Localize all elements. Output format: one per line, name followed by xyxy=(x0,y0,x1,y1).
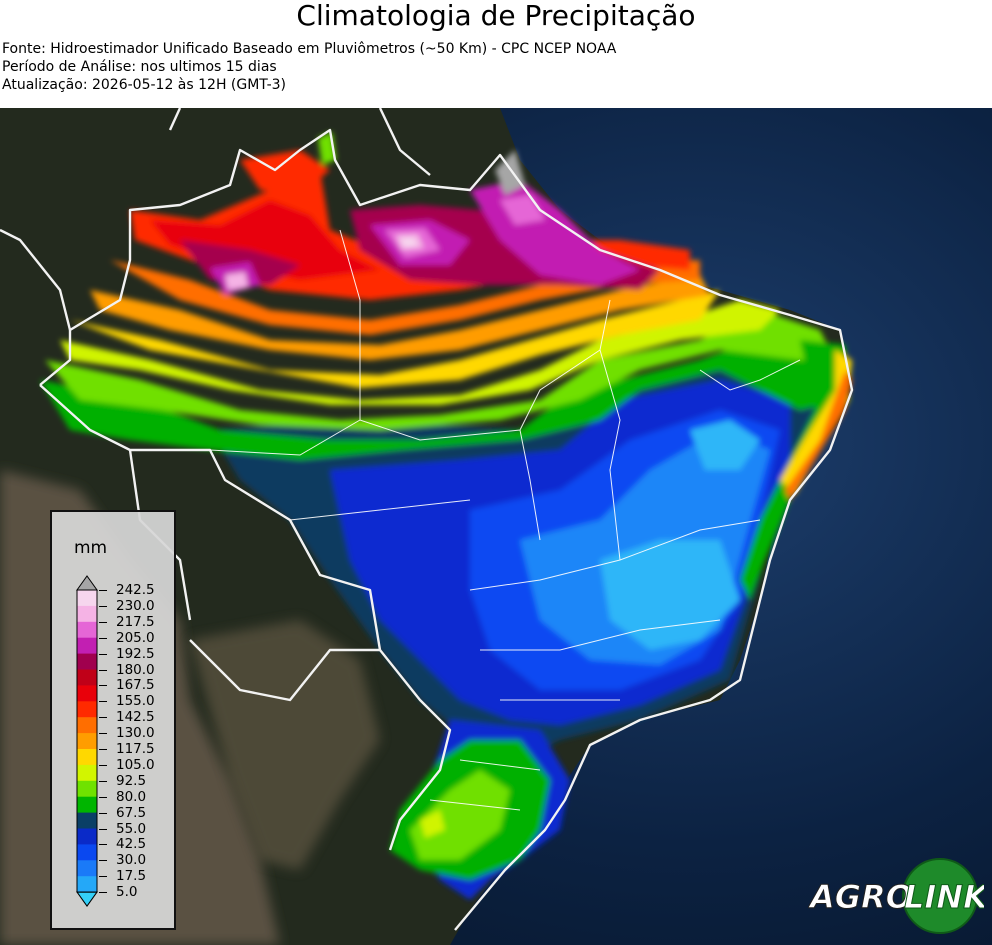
legend-tick-mark xyxy=(99,590,107,591)
legend-unit: mm xyxy=(74,538,108,558)
agrolink-logo: AGRO LINK xyxy=(808,858,984,934)
colorbar-segment xyxy=(77,764,97,782)
legend-tick-mark xyxy=(99,780,107,782)
colorbar-segment xyxy=(77,844,97,861)
colorbar-bottom-arrow xyxy=(76,891,98,907)
legend-tick-mark xyxy=(99,701,107,703)
legend-tick-mark xyxy=(99,844,107,846)
colorbar-segment xyxy=(77,780,97,798)
period-text: Período de Análise: nos ultimos 15 dias xyxy=(2,59,277,75)
legend-tick-mark xyxy=(99,812,107,814)
header: Climatologia de Precipitação Fonte: Hidr… xyxy=(0,0,992,108)
legend-tick-label: 5.0 xyxy=(116,884,138,901)
legend-tick-label: 92.5 xyxy=(116,772,147,789)
legend-tick-label: 117.5 xyxy=(116,741,155,757)
legend-tick-mark xyxy=(99,669,107,671)
colorbar-top-arrow xyxy=(76,575,98,591)
legend-tick-mark xyxy=(99,621,107,623)
logo-text-link: LINK xyxy=(904,878,984,916)
legend-tick-label: 155.0 xyxy=(116,693,155,710)
colorbar-frame xyxy=(76,589,98,893)
legend-tick-label: 130.0 xyxy=(116,725,155,742)
legend-tick-label: 30.0 xyxy=(116,852,147,869)
legend-tick-mark xyxy=(99,860,107,862)
legend-tick-label: 217.5 xyxy=(116,613,155,630)
dry-chaco xyxy=(190,620,380,870)
map-title: Climatologia de Precipitação xyxy=(296,0,696,32)
legend-tick-mark xyxy=(99,653,107,655)
colorbar-segment xyxy=(77,717,97,734)
colorbar-segment xyxy=(77,876,97,893)
legend-tick-label: 205.0 xyxy=(116,629,155,646)
country-borders xyxy=(0,108,854,931)
legend-tick-label: 55.0 xyxy=(116,820,147,837)
colorbar-segment xyxy=(77,590,97,607)
colorbar-segment xyxy=(77,749,97,766)
colorbar-segment xyxy=(77,669,97,686)
legend-tick-mark xyxy=(99,828,107,830)
updated-text: Atualização: 2026-05-12 às 12H (GMT-3) xyxy=(2,77,286,93)
logo-text-agro: AGRO xyxy=(808,878,913,916)
legend-tick-mark xyxy=(99,892,107,894)
colorbar-segment xyxy=(77,701,97,718)
legend-tick-label: 192.5 xyxy=(116,645,155,662)
legend-tick-mark xyxy=(99,733,107,735)
legend-tick-mark xyxy=(99,605,107,607)
colorbar-segment xyxy=(77,796,97,814)
legend-tick-label: 142.5 xyxy=(116,709,155,726)
legend-tick-label: 105.0 xyxy=(116,756,155,773)
color-legend: mm 242.5 230.0 217.5 205.0 192.5 180.0 167.5 15… xyxy=(50,510,176,930)
legend-tick-mark xyxy=(99,749,107,750)
legend-colorbar xyxy=(76,575,98,907)
legend-tick-label: 80.0 xyxy=(116,788,147,805)
colorbar-segment xyxy=(77,860,97,877)
state-borders xyxy=(209,229,801,811)
legend-tick-label: 230.0 xyxy=(116,597,155,614)
legend-tick-mark xyxy=(99,717,107,719)
legend-tick-mark xyxy=(99,637,107,639)
legend-tick-label: 180.0 xyxy=(116,661,155,678)
source-text: Fonte: Hidroestimador Unificado Baseado … xyxy=(2,41,617,57)
legend-tick-label: 42.5 xyxy=(116,836,147,853)
colorbar-segment xyxy=(77,621,97,639)
colorbar-segment xyxy=(77,653,97,670)
colorbar-segment xyxy=(77,605,97,623)
legend-tick-label: 167.5 xyxy=(116,677,155,694)
legend-tick-mark xyxy=(99,796,107,798)
colorbar-segment xyxy=(77,637,97,655)
legend-tick-label: 67.5 xyxy=(116,804,147,821)
legend-tick-mark xyxy=(99,685,107,687)
colorbar-segment xyxy=(77,828,97,845)
colorbar-segment xyxy=(77,733,97,750)
precipitation-field xyxy=(40,132,852,900)
colorbar-segment xyxy=(77,812,97,829)
legend-tick-label: 17.5 xyxy=(116,868,147,885)
legend-tick-label: 242.5 xyxy=(116,582,155,598)
legend-tick-mark xyxy=(99,876,107,878)
legend-tick-mark xyxy=(99,764,107,766)
logo-circle xyxy=(902,858,978,934)
colorbar-segment xyxy=(77,685,97,702)
